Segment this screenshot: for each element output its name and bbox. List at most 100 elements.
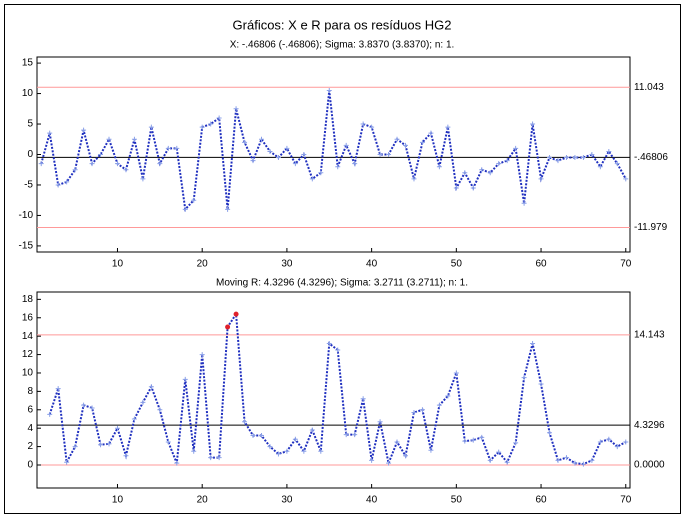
point [267, 444, 273, 450]
y-tick-label: -5 [24, 180, 33, 191]
point [191, 448, 197, 454]
control-label: -.46806 [634, 152, 668, 163]
point [335, 347, 341, 353]
point [165, 439, 171, 445]
chart-subtitle: Moving R: 4.3296 (4.3296); Sigma: 3.2711… [216, 278, 468, 289]
point [428, 130, 434, 136]
point [521, 375, 527, 381]
point [343, 142, 349, 148]
point [530, 121, 536, 127]
point [538, 381, 544, 387]
point [318, 448, 324, 454]
point [419, 407, 425, 413]
point [580, 155, 586, 161]
point [47, 411, 53, 417]
point [470, 437, 476, 443]
point [114, 425, 120, 431]
control-label: 0.0000 [634, 460, 665, 471]
point [98, 442, 104, 448]
point [496, 161, 502, 167]
point [369, 124, 375, 130]
point [148, 384, 154, 390]
point [589, 457, 595, 463]
point [89, 405, 95, 411]
x-tick-label: 50 [451, 259, 463, 270]
point [521, 200, 527, 206]
point [174, 145, 180, 151]
x-tick-label: 70 [620, 495, 632, 506]
point [462, 170, 468, 176]
y-tick-label: 8 [27, 386, 33, 397]
point [182, 376, 188, 382]
point [538, 176, 544, 182]
point [284, 448, 290, 454]
point [504, 158, 510, 164]
point [64, 459, 70, 465]
point [352, 432, 358, 438]
point [487, 170, 493, 176]
point [479, 167, 485, 173]
control-label: 11.043 [634, 82, 664, 93]
point [394, 439, 400, 445]
point [403, 142, 409, 148]
x-tick-label: 30 [281, 495, 293, 506]
x-tick-label: 60 [535, 495, 547, 506]
y-tick-label: 0 [27, 460, 33, 471]
y-tick-label: 12 [22, 349, 34, 360]
point [411, 176, 417, 182]
point [267, 148, 273, 154]
point [301, 152, 307, 157]
point [445, 124, 451, 130]
y-tick-label: 10 [22, 88, 34, 99]
point [131, 136, 137, 142]
chart-title: Gráficos: X e R para os resíduos HG2 [233, 17, 452, 32]
point [411, 410, 417, 416]
point [309, 176, 315, 182]
point [614, 444, 620, 450]
point [38, 161, 44, 167]
plot-area [36, 56, 631, 253]
point [606, 148, 612, 154]
x-tick-label: 30 [281, 259, 293, 270]
point [623, 439, 629, 445]
y-tick-label: 0 [27, 149, 33, 160]
point [191, 197, 197, 203]
point [428, 447, 434, 453]
point [140, 176, 146, 182]
point [496, 449, 502, 455]
frame [4, 4, 681, 514]
point [487, 457, 493, 463]
point [140, 399, 146, 405]
point [258, 136, 264, 142]
point [326, 88, 332, 94]
point [131, 416, 137, 422]
x-tick-label: 40 [366, 259, 378, 270]
point [572, 460, 578, 466]
point [182, 206, 188, 212]
y-tick-label: 2 [27, 441, 33, 452]
point [623, 176, 629, 182]
point [225, 206, 231, 212]
point [470, 185, 476, 191]
point [98, 152, 104, 157]
point [377, 419, 383, 425]
control-label: 4.3296 [634, 420, 665, 431]
point [72, 444, 78, 450]
point [157, 407, 163, 413]
point [258, 433, 264, 439]
point [114, 161, 120, 167]
point [292, 161, 298, 167]
y-tick-label: 4 [27, 423, 33, 434]
point [597, 164, 603, 170]
y-tick-label: 15 [22, 58, 34, 69]
point [386, 460, 392, 466]
point [55, 386, 61, 392]
point [174, 460, 180, 466]
point [55, 182, 61, 188]
point [106, 136, 112, 142]
point [275, 155, 281, 161]
point [165, 145, 171, 151]
point [292, 436, 298, 442]
point [106, 441, 112, 447]
x-tick-label: 50 [451, 495, 463, 506]
